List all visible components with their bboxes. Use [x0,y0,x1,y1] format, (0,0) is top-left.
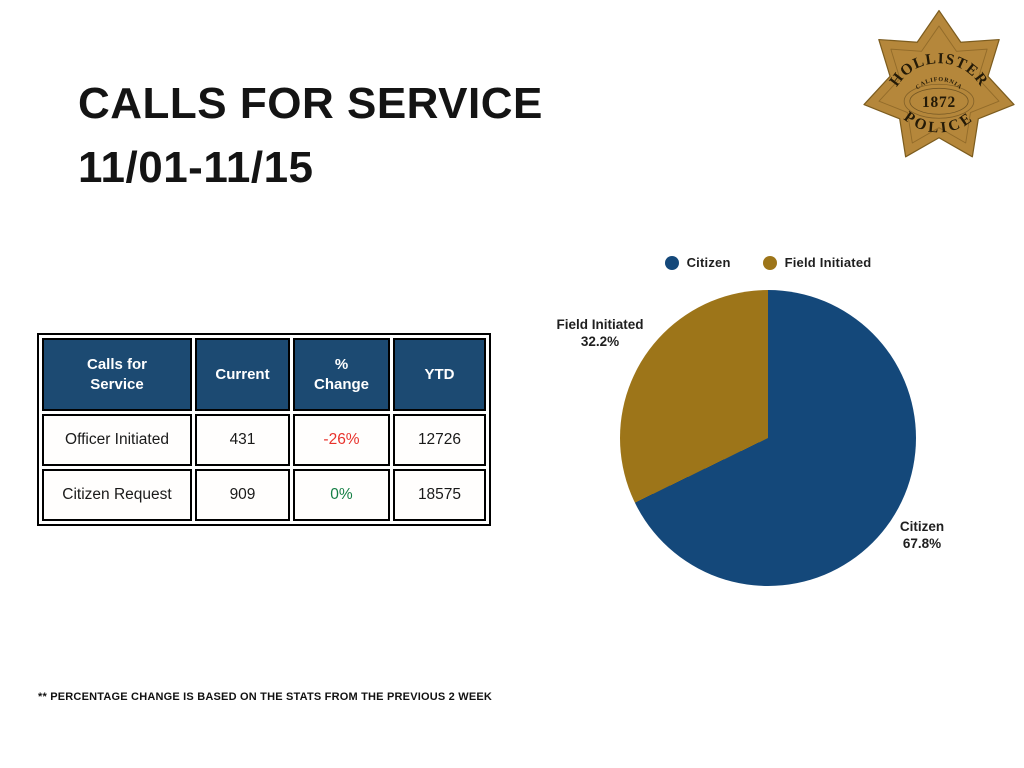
legend-item-citizen: Citizen [664,255,731,270]
legend-item-field-initiated: Field Initiated [762,255,872,270]
badge-year-text: 1872 [922,94,956,111]
header-current: Current [195,338,290,411]
slice-label-citizen: Citizen 67.8% [870,518,974,552]
badge-inner-engraving [878,25,1000,144]
cell-pct-change: 0% [293,469,390,521]
badge-center-band [909,87,969,115]
table-row-citizen-request: Citizen Request 909 0% 18575 [42,469,486,521]
cell-current: 909 [195,469,290,521]
slice-label-value: 32.2% [580,334,620,349]
cell-label: Officer Initiated [42,414,192,466]
badge-center-band-outer [903,83,975,119]
header-ytd: YTD [393,338,486,411]
table-header-row: Calls for Service Current % Change YTD [42,338,486,411]
hollister-police-badge: HOLLISTER CALIFORNIA 1872 POLICE [858,5,1020,170]
pie-chart [620,290,916,586]
legend-label-field-initiated: Field Initiated [784,255,872,270]
header-pct-change: % Change [293,338,390,411]
cell-pct-change: -26% [293,414,390,466]
calls-for-service-table: Calls for Service Current % Change YTD O… [37,333,491,526]
header-calls-for-service: Calls for Service [42,338,192,411]
page-title-line2: 11/01-11/15 [78,143,314,192]
legend-label-citizen: Citizen [686,255,731,270]
legend-dot-field-initiated-icon [762,255,777,270]
badge-star-icon: HOLLISTER CALIFORNIA 1872 POLICE [863,9,1015,158]
slice-label-value: 67.8% [902,536,942,551]
page-title: CALLS FOR SERVICE 11/01-11/15 [78,72,638,200]
page-title-line1: CALLS FOR SERVICE [78,79,543,128]
pie-legend: Citizen Field Initiated [620,255,916,270]
slice-label-text: Citizen [899,519,945,534]
table-row-officer-initiated: Officer Initiated 431 -26% 12726 [42,414,486,466]
cell-ytd: 12726 [393,414,486,466]
slice-label-text: Field Initiated [556,317,644,332]
badge-star-shape [863,9,1015,158]
cell-current: 431 [195,414,290,466]
cell-label: Citizen Request [42,469,192,521]
cell-ytd: 18575 [393,469,486,521]
slice-label-field-initiated: Field Initiated 32.2% [545,316,655,350]
footnote: ** PERCENTAGE CHANGE IS BASED ON THE STA… [38,691,493,703]
legend-dot-citizen-icon [664,255,679,270]
